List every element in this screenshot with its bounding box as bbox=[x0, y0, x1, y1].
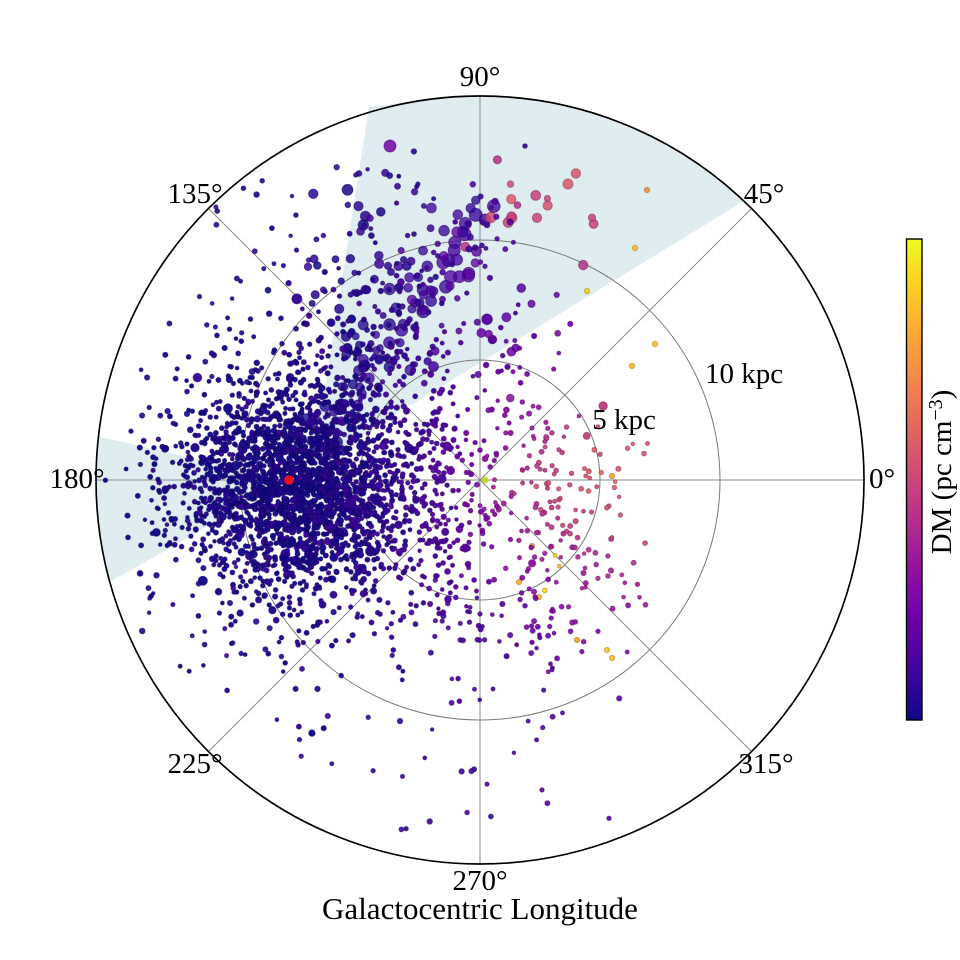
svg-text:225°: 225° bbox=[167, 748, 222, 780]
svg-text:270°: 270° bbox=[452, 865, 507, 897]
svg-text:Galactocentric Longitude: Galactocentric Longitude bbox=[322, 891, 638, 926]
svg-text:5 kpc: 5 kpc bbox=[592, 404, 656, 436]
svg-text:45°: 45° bbox=[744, 178, 785, 210]
svg-text:10 kpc: 10 kpc bbox=[705, 358, 783, 390]
svg-text:180°: 180° bbox=[49, 463, 104, 495]
svg-text:135°: 135° bbox=[167, 178, 222, 210]
svg-text:0°: 0° bbox=[869, 463, 895, 495]
svg-text:90°: 90° bbox=[460, 61, 501, 93]
svg-text:315°: 315° bbox=[738, 748, 793, 780]
